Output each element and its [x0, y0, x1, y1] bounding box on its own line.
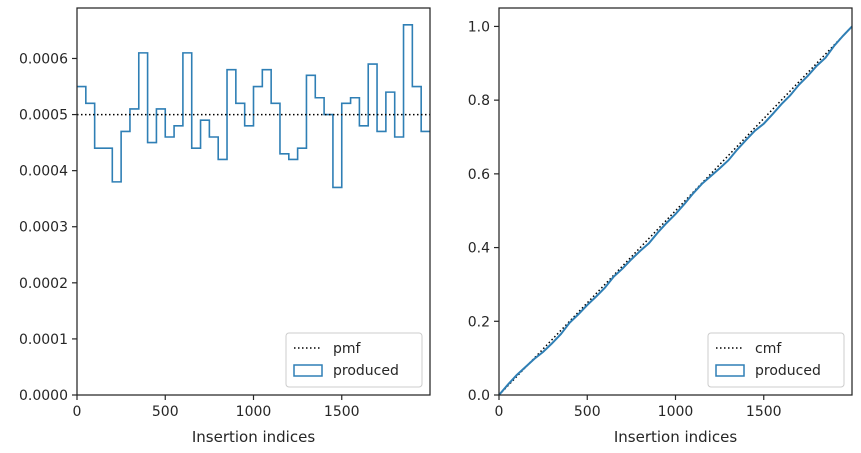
legend-box [707, 332, 845, 388]
x-tick-label: 0 [73, 404, 82, 420]
y-tick-label: 0.0 [468, 388, 490, 404]
legend-produced-label: produced [755, 363, 821, 379]
x-tick-label: 1000 [658, 404, 694, 420]
legend-produced-swatch [715, 364, 745, 377]
x-tick-label: 1500 [746, 404, 782, 420]
legend-cmf-label: cmf [755, 341, 782, 357]
y-tick-label: 0.0002 [19, 276, 68, 292]
x-tick-label: 1500 [324, 404, 360, 420]
y-tick-label: 0.0001 [19, 332, 68, 348]
legend-produced-label: produced [333, 363, 399, 379]
legend-box [285, 332, 423, 388]
legend-pmf-label: pmf [333, 341, 362, 357]
y-tick-label: 0.0000 [19, 388, 68, 404]
x-axis-label: Insertion indices [192, 428, 315, 446]
y-tick-label: 0.6 [468, 167, 490, 183]
legend: cmf produced [707, 332, 845, 388]
produced-histogram-step [77, 24, 430, 189]
x-tick-label: 0 [495, 404, 504, 420]
produced-line [498, 25, 853, 396]
y-tick-label: 0.4 [468, 241, 490, 257]
x-tick-label: 1000 [236, 404, 272, 420]
plot-area [77, 24, 430, 189]
axes-frame [498, 7, 853, 396]
cmf-line [498, 25, 853, 396]
y-tick-label: 0.2 [468, 314, 490, 330]
y-tick-label: 0.0006 [19, 51, 68, 67]
cmf-line-panel: 0 500 1000 1500 0.0 0.2 0.4 0.6 0.8 1.0 Insertion… [468, 7, 853, 446]
axis-ticks: 0 500 1000 1500 0.0 0.2 0.4 0.6 0.8 1.0 [468, 19, 782, 420]
y-tick-label: 0.0004 [19, 164, 68, 180]
y-tick-label: 1.0 [468, 19, 490, 35]
plot-area [498, 25, 853, 396]
x-tick-label: 500 [574, 404, 601, 420]
y-tick-label: 0.8 [468, 93, 490, 109]
x-tick-label: 500 [152, 404, 179, 420]
x-axis-label: Insertion indices [614, 428, 737, 446]
y-tick-label: 0.0003 [19, 220, 68, 236]
axis-ticks: 0 500 1000 1500 0.0000 0.0001 0.0002 0.0003 0.00… [19, 51, 360, 420]
y-tick-label: 0.0005 [19, 108, 68, 124]
legend-produced-swatch [293, 364, 323, 377]
pmf-histogram-panel: 0 500 1000 1500 0.0000 0.0001 0.0002 0.0003 0.00… [19, 7, 431, 446]
legend: pmf produced [285, 332, 423, 388]
axes-frame [76, 7, 431, 396]
